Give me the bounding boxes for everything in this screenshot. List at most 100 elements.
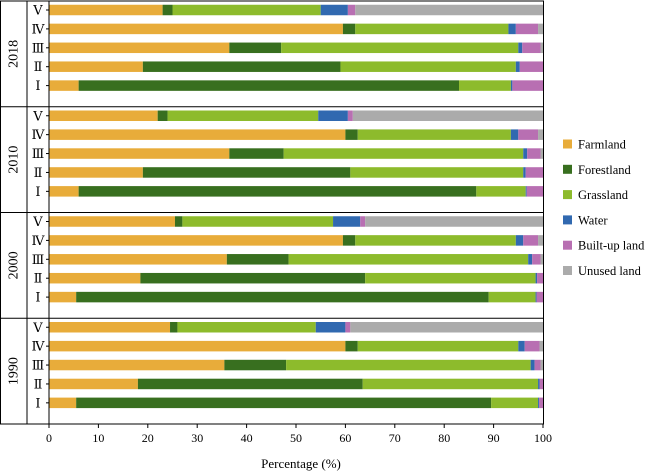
bar-segment-forestland <box>170 322 178 333</box>
row-label: Ⅳ <box>32 233 46 248</box>
row-label: Ⅰ <box>35 395 40 410</box>
bar-segment-built-up-land <box>360 216 366 227</box>
bar-segment-grassland <box>362 378 539 390</box>
legend-swatch <box>563 240 572 250</box>
bar-segment-forestland <box>174 216 183 227</box>
row-label: Ⅴ <box>32 320 43 335</box>
row-label: Ⅲ <box>32 252 45 267</box>
bar-segment-water <box>518 340 525 352</box>
bar-segment-grassland <box>357 129 511 140</box>
bar-segment-grassland <box>350 167 524 178</box>
bar-segment-forestland <box>137 378 363 390</box>
bar-segment-unused-land <box>538 23 543 35</box>
bar-segment-farmland <box>49 291 77 303</box>
row-label: Ⅰ <box>35 184 40 199</box>
bar-segment-water <box>528 254 533 265</box>
row-label: Ⅴ <box>32 108 43 123</box>
x-tick-label: 50 <box>290 431 302 445</box>
bar-segment-built-up-land <box>512 80 543 91</box>
row-label: Ⅱ <box>34 376 43 391</box>
x-tick-label: 40 <box>241 431 253 445</box>
bar-segment-forestland <box>345 129 358 140</box>
plot-frame <box>0 0 544 425</box>
bar-segment-forestland <box>224 359 287 371</box>
bar-segment-grassland <box>357 340 519 352</box>
bar-segment-forestland <box>140 272 366 284</box>
row-label: Ⅳ <box>32 21 46 36</box>
bar-segment-built-up-land <box>534 359 541 371</box>
outer-frame <box>0 0 544 425</box>
row-label: Ⅰ <box>35 290 40 305</box>
bar-segment-farmland <box>49 148 230 159</box>
legend-label: Unused land <box>578 264 642 278</box>
bar-segment-built-up-land <box>525 167 543 178</box>
bar-segment-water <box>510 80 513 91</box>
bar-segment-farmland <box>49 359 225 371</box>
bar-segment-water <box>510 129 519 140</box>
bar-segment-water <box>538 378 540 390</box>
row-label: Ⅳ <box>32 127 46 142</box>
row-label: Ⅳ <box>32 339 46 354</box>
legend-label: Built-up land <box>578 239 645 253</box>
bar-segment-unused-land <box>540 359 543 371</box>
x-tick-label: 90 <box>488 431 500 445</box>
bar-segment-grassland <box>288 254 529 265</box>
bar-segment-grassland <box>340 61 516 72</box>
bar-segment-unused-land <box>538 129 543 140</box>
bar-segment-grassland <box>281 42 519 54</box>
row-label: Ⅱ <box>34 165 43 180</box>
legend-item: Water <box>563 213 608 227</box>
bar-segment-unused-land <box>540 254 543 265</box>
legend-label: Farmland <box>578 138 627 152</box>
bar-segment-water <box>515 61 520 72</box>
bar-segment-forestland <box>78 80 460 91</box>
row-label: Ⅱ <box>34 59 43 74</box>
legend-swatch <box>563 266 572 275</box>
bar-segment-farmland <box>49 235 343 246</box>
bar-segment-grassland <box>476 186 526 197</box>
bar-segment-grassland <box>491 397 539 409</box>
bar-segment-built-up-land <box>522 42 541 54</box>
legend-item: Unused land <box>563 264 642 278</box>
bar-segment-forestland <box>342 235 356 246</box>
bar-segment-farmland <box>49 397 77 409</box>
bar-segment-water <box>523 167 526 178</box>
bar-segment-farmland <box>49 61 143 72</box>
bar-segment-farmland <box>49 322 171 333</box>
bar-segment-unused-land <box>539 340 543 352</box>
bar-segment-unused-land <box>350 322 543 333</box>
bar-segment-water <box>318 110 348 121</box>
bar-segment-farmland <box>49 186 79 197</box>
bar-segment-forestland <box>162 4 173 16</box>
bar-segment-built-up-land <box>519 61 543 72</box>
bar-segment-water <box>523 148 528 159</box>
bars <box>49 4 543 409</box>
bar-segment-water <box>315 322 346 333</box>
bar-segment-farmland <box>49 167 143 178</box>
legend-swatch <box>563 164 572 174</box>
bar-segment-forestland <box>226 254 289 265</box>
x-tick-label: 0 <box>46 431 52 445</box>
bar-segment-grassland <box>365 272 536 284</box>
bar-segment-forestland <box>345 340 358 352</box>
bar-segment-farmland <box>49 216 175 227</box>
x-axis-label: Percentage (%) <box>261 456 341 471</box>
year-label: 2018 <box>7 40 22 68</box>
year-label: 2010 <box>7 146 22 174</box>
bar-segment-built-up-land <box>347 4 356 16</box>
bar-segment-farmland <box>49 254 227 265</box>
bar-segment-built-up-land <box>347 110 353 121</box>
bar-segment-farmland <box>49 4 163 16</box>
bar-segment-forestland <box>229 42 282 54</box>
bar-segment-farmland <box>49 110 158 121</box>
bar-segment-built-up-land <box>539 397 543 409</box>
legend-item: Farmland <box>563 138 627 152</box>
bar-segment-water <box>535 272 538 284</box>
bar-segment-water <box>508 23 516 35</box>
bar-segment-built-up-land <box>527 148 541 159</box>
bar-segment-grassland <box>283 148 524 159</box>
row-label: Ⅲ <box>32 40 45 55</box>
bar-segment-grassland <box>355 23 509 35</box>
bar-segment-built-up-land <box>523 235 539 246</box>
